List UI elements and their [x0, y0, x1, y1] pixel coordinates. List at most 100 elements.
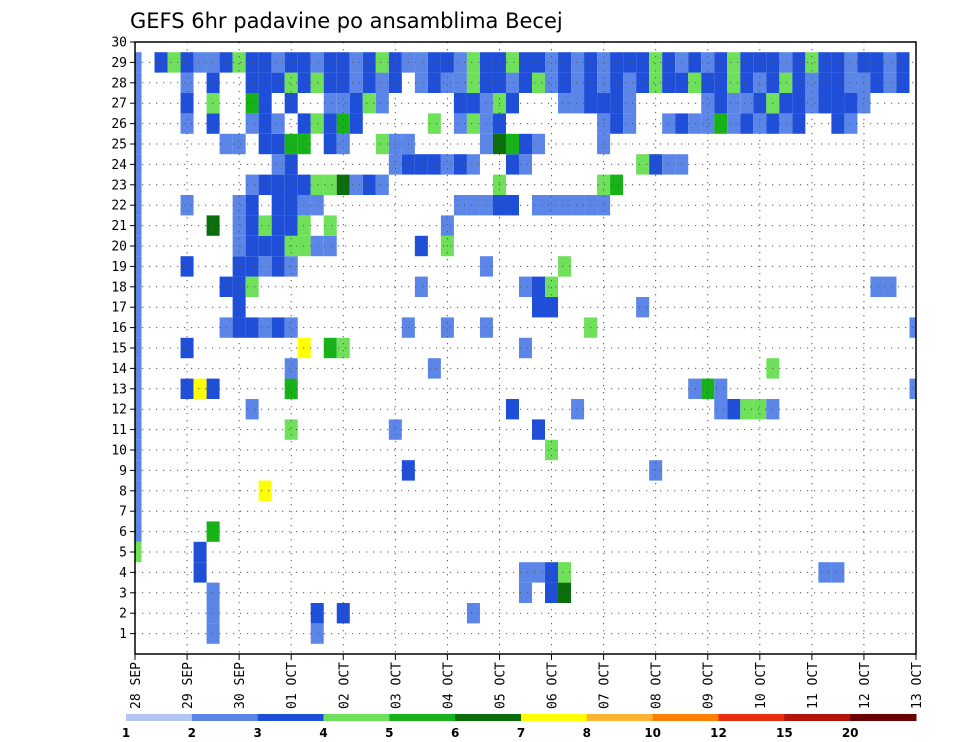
colorbar-label: 8 [583, 726, 591, 740]
heatmap-cell [180, 195, 194, 216]
y-tick-label: 13 [111, 382, 127, 397]
heatmap-cell [427, 113, 441, 134]
heatmap-cell [245, 72, 259, 93]
heatmap-cell [258, 52, 272, 73]
heatmap-cell [636, 72, 650, 93]
heatmap-cell [135, 378, 142, 399]
heatmap-cell [232, 215, 246, 236]
y-tick-label: 30 [111, 36, 127, 51]
heatmap-cell [831, 113, 845, 134]
heatmap-cell [805, 72, 819, 93]
heatmap-cell [466, 93, 480, 114]
heatmap-cell [258, 480, 272, 501]
heatmap-cell [135, 276, 142, 297]
heatmap-cell [558, 562, 572, 583]
x-tick-label: 01 OCT [285, 662, 300, 709]
heatmap-cell [649, 52, 663, 73]
heatmap-cell [571, 399, 585, 420]
colorbar-label: 2 [188, 726, 196, 740]
heatmap-cell [623, 113, 637, 134]
heatmap-cell [662, 113, 676, 134]
heatmap-cell [505, 399, 519, 420]
heatmap-cell [466, 195, 480, 216]
heatmap-cell [362, 174, 376, 195]
heatmap-cell [135, 317, 142, 338]
colorbar-label: 1 [122, 726, 130, 740]
y-tick-label: 22 [111, 199, 127, 214]
heatmap-cell [323, 235, 337, 257]
heatmap-cell [297, 72, 311, 93]
heatmap-cell [284, 52, 298, 73]
heatmap-cell [284, 174, 298, 195]
y-tick-label: 20 [111, 240, 127, 255]
heatmap-cell [135, 93, 142, 114]
heatmap-cell [753, 52, 767, 73]
heatmap-cell [388, 52, 402, 73]
heatmap-cell [779, 52, 793, 73]
y-tick-label: 12 [111, 403, 127, 418]
heatmap-cell [232, 52, 246, 73]
heatmap-cell [688, 378, 702, 399]
colorbar-label: 12 [710, 726, 727, 740]
colorbar-swatch [455, 714, 522, 721]
heatmap-cell [636, 52, 650, 73]
y-tick-label: 26 [111, 117, 127, 132]
x-tick-label: 09 OCT [702, 662, 717, 709]
heatmap-cell [518, 133, 533, 155]
y-tick-label: 4 [119, 566, 127, 581]
heatmap-cell [323, 72, 337, 93]
heatmap-cell [740, 113, 754, 134]
heatmap-cell [336, 337, 350, 359]
colorbar-swatch [850, 714, 917, 721]
heatmap-cell [362, 52, 376, 73]
heatmap-cell [271, 154, 285, 175]
heatmap-cell [571, 195, 585, 216]
heatmap-cell [727, 93, 741, 114]
heatmap-cell [753, 113, 767, 134]
colorbar-label: 5 [385, 726, 393, 740]
heatmap-cell [505, 133, 519, 155]
x-tick-label: 29 SEP [181, 662, 196, 709]
heatmap-cell [844, 72, 858, 93]
heatmap-cell [414, 235, 428, 257]
heatmap-cell [154, 52, 168, 73]
heatmap-cell [323, 133, 337, 155]
y-tick-label: 6 [119, 525, 127, 540]
heatmap-cell [532, 419, 546, 440]
heatmap-cell [414, 52, 428, 73]
y-tick-label: 9 [119, 464, 127, 479]
heatmap-cell [532, 562, 546, 583]
heatmap-cell [232, 297, 246, 318]
heatmap-cell [532, 52, 546, 73]
heatmap-cell [245, 215, 259, 236]
heatmap-cell [271, 317, 285, 338]
heatmap-cell [388, 72, 402, 93]
heatmap-cell [545, 439, 559, 461]
heatmap-cell [297, 113, 311, 134]
heatmap-cell [701, 378, 715, 399]
heatmap-cell [297, 215, 311, 236]
heatmap-cell [232, 276, 246, 297]
heatmap-cell [545, 195, 559, 216]
heatmap-cell [135, 174, 142, 195]
x-tick-label: 03 OCT [389, 662, 404, 709]
heatmap-cell [805, 93, 819, 114]
heatmap-cell [571, 93, 585, 114]
colorbar-swatch [323, 714, 390, 721]
heatmap-cell [701, 52, 715, 73]
heatmap-cell [479, 133, 493, 155]
heatmap-cell [466, 52, 480, 73]
heatmap-cell [792, 113, 806, 134]
heatmap-cell [623, 52, 637, 73]
heatmap-cell [135, 195, 142, 216]
heatmap-cell [883, 52, 897, 73]
x-tick-label: 05 OCT [493, 662, 508, 709]
heatmap-cell [414, 72, 428, 93]
heatmap-cell [505, 93, 519, 114]
heatmap-cell [597, 52, 611, 73]
heatmap-cell [271, 174, 285, 195]
heatmap-cell [336, 72, 350, 93]
heatmap-cell [558, 93, 572, 114]
y-tick-label: 11 [111, 423, 127, 438]
heatmap-cell [323, 337, 337, 359]
